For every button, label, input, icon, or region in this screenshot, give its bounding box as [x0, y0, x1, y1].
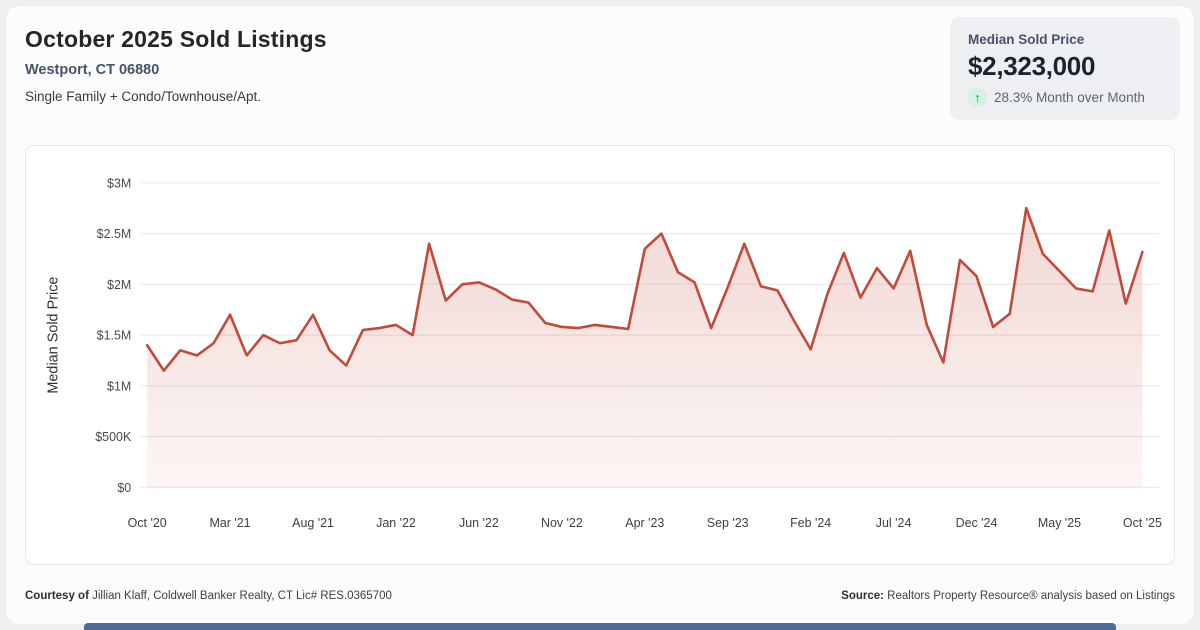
x-tick-label: Jun '22 — [459, 516, 499, 530]
median-price-kpi-card: Median Sold Price $2,323,000 ↑ 28.3% Mon… — [950, 17, 1180, 120]
y-tick-label: $1.5M — [97, 329, 132, 343]
page-title: October 2025 Sold Listings — [25, 26, 327, 52]
price-line — [145, 206, 1144, 372]
x-tick-label: Sep '23 — [707, 516, 749, 530]
x-tick-label: Oct '20 — [128, 516, 167, 530]
x-tick-label: Jul '24 — [876, 516, 912, 530]
x-tick-label: Jan '22 — [376, 516, 416, 530]
x-tick-label: May '25 — [1038, 516, 1081, 530]
footer-courtesy: Courtesy of Jillian Klaff, Coldwell Bank… — [25, 590, 392, 602]
x-tick-label: Oct '25 — [1123, 516, 1162, 530]
source-text: Realtors Property Resource® analysis bas… — [883, 590, 1175, 602]
x-tick-label: Mar '21 — [210, 516, 251, 530]
y-tick-label: $0 — [117, 481, 131, 495]
x-tick-label: Feb '24 — [790, 516, 831, 530]
kpi-trend: ↑ 28.3% Month over Month — [968, 88, 1162, 107]
courtesy-label: Courtesy of — [25, 590, 89, 602]
kpi-value: $2,323,000 — [968, 51, 1096, 81]
bottom-accent-bar — [84, 623, 1116, 630]
x-tick-label: Dec '24 — [956, 516, 998, 530]
x-tick-label: Aug '21 — [292, 516, 334, 530]
y-tick-label: $1M — [107, 379, 131, 393]
price-area — [147, 208, 1143, 488]
footer-source: Source: Realtors Property Resource® anal… — [841, 590, 1175, 602]
x-tick-label: Nov '22 — [541, 516, 583, 530]
chart-panel: $0 $500K $1M $1.5M $2M $2.5M $3M Oct '20 Mar '21… — [25, 145, 1175, 565]
kpi-label: Median Sold Price — [968, 32, 1085, 47]
source-label: Source: — [841, 590, 884, 602]
y-tick-label: $2M — [107, 278, 131, 292]
up-arrow-icon: ↑ — [968, 88, 987, 107]
courtesy-text: Jillian Klaff, Coldwell Banker Realty, C… — [88, 590, 392, 602]
y-tick-label: $3M — [107, 176, 131, 190]
x-tick-label: Apr '23 — [625, 516, 664, 530]
kpi-trend-text: 28.3% Month over Month — [994, 90, 1145, 105]
y-axis-title: Median Sold Price — [46, 277, 62, 394]
location-subtitle: Westport, CT 06880 — [25, 62, 160, 78]
report-header: October 2025 Sold Listings Westport, CT … — [25, 26, 327, 104]
property-type-subtitle: Single Family + Condo/Townhouse/Apt. — [25, 89, 262, 104]
y-tick-label: $500K — [95, 430, 132, 444]
median-price-area-chart: $0 $500K $1M $1.5M $2M $2.5M $3M Oct '20 Mar '21… — [46, 176, 1162, 530]
y-tick-label: $2.5M — [97, 227, 132, 241]
